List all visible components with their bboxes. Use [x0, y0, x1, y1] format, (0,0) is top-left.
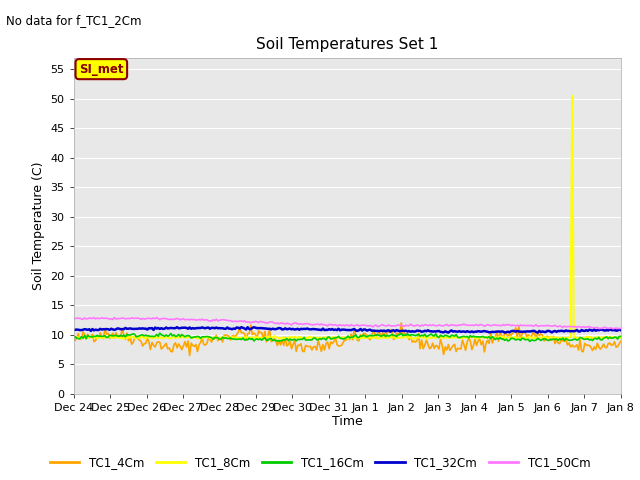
TC1_8Cm [362, 335, 369, 341]
TC1_50Cm [70, 316, 77, 322]
Text: No data for f_TC1_2Cm: No data for f_TC1_2Cm [6, 14, 142, 27]
TC1_8Cm [534, 336, 541, 342]
TC1_8Cm [596, 335, 604, 341]
Y-axis label: Soil Temperature (C): Soil Temperature (C) [32, 161, 45, 290]
TC1_4Cm [596, 346, 604, 352]
TC1_16Cm [324, 335, 332, 340]
TC1_32Cm [596, 327, 604, 333]
TC1_8Cm [617, 335, 625, 341]
TC1_4Cm [394, 331, 402, 336]
TC1_8Cm [322, 335, 330, 340]
TC1_8Cm [70, 335, 77, 340]
Line: TC1_8Cm: TC1_8Cm [74, 96, 621, 339]
TC1_16Cm [596, 337, 604, 343]
TC1_32Cm [70, 327, 77, 333]
TC1_32Cm [324, 327, 332, 333]
X-axis label: Time: Time [332, 415, 363, 429]
TC1_4Cm [217, 336, 225, 341]
Line: TC1_4Cm: TC1_4Cm [74, 323, 621, 356]
TC1_16Cm [217, 336, 225, 342]
TC1_4Cm [186, 353, 193, 359]
TC1_8Cm [612, 335, 620, 340]
Legend: TC1_4Cm, TC1_8Cm, TC1_16Cm, TC1_32Cm, TC1_50Cm: TC1_4Cm, TC1_8Cm, TC1_16Cm, TC1_32Cm, TC… [45, 452, 595, 474]
TC1_16Cm [617, 334, 625, 339]
TC1_32Cm [363, 328, 371, 334]
Line: TC1_16Cm: TC1_16Cm [74, 333, 621, 341]
TC1_4Cm [324, 339, 332, 345]
TC1_50Cm [394, 322, 402, 328]
TC1_50Cm [617, 325, 625, 331]
TC1_4Cm [70, 336, 77, 342]
TC1_32Cm [394, 328, 402, 334]
TC1_50Cm [612, 325, 620, 331]
TC1_32Cm [217, 325, 225, 331]
TC1_32Cm [617, 327, 625, 333]
Line: TC1_32Cm: TC1_32Cm [74, 327, 621, 333]
TC1_8Cm [393, 335, 401, 341]
TC1_16Cm [156, 330, 164, 336]
TC1_8Cm [216, 335, 223, 340]
TC1_4Cm [363, 332, 371, 338]
TC1_50Cm [595, 326, 603, 332]
TC1_4Cm [397, 320, 405, 326]
TC1_16Cm [612, 335, 620, 340]
TC1_16Cm [70, 335, 77, 341]
TC1_16Cm [394, 332, 402, 337]
TC1_16Cm [526, 338, 534, 344]
TC1_32Cm [173, 324, 181, 330]
Title: Soil Temperatures Set 1: Soil Temperatures Set 1 [256, 37, 438, 52]
TC1_50Cm [111, 315, 118, 321]
TC1_32Cm [612, 328, 620, 334]
TC1_8Cm [568, 93, 576, 99]
Text: SI_met: SI_met [79, 63, 124, 76]
TC1_16Cm [363, 334, 371, 340]
TC1_50Cm [324, 323, 332, 329]
Line: TC1_50Cm: TC1_50Cm [74, 318, 621, 329]
TC1_4Cm [617, 338, 625, 344]
TC1_50Cm [363, 323, 371, 328]
TC1_32Cm [501, 330, 509, 336]
TC1_50Cm [609, 326, 617, 332]
TC1_50Cm [217, 317, 225, 323]
TC1_4Cm [612, 344, 620, 350]
